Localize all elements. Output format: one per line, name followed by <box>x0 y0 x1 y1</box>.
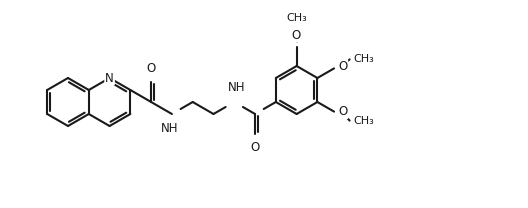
Text: N: N <box>105 72 114 84</box>
Text: O: O <box>338 105 347 118</box>
Text: NH: NH <box>228 81 245 94</box>
Text: NH: NH <box>161 122 178 135</box>
Text: CH₃: CH₃ <box>286 13 307 23</box>
Text: CH₃: CH₃ <box>354 54 374 64</box>
Text: O: O <box>146 62 156 75</box>
Text: O: O <box>291 29 300 42</box>
Text: O: O <box>338 60 347 73</box>
Text: O: O <box>250 141 260 154</box>
Text: CH₃: CH₃ <box>354 116 374 126</box>
